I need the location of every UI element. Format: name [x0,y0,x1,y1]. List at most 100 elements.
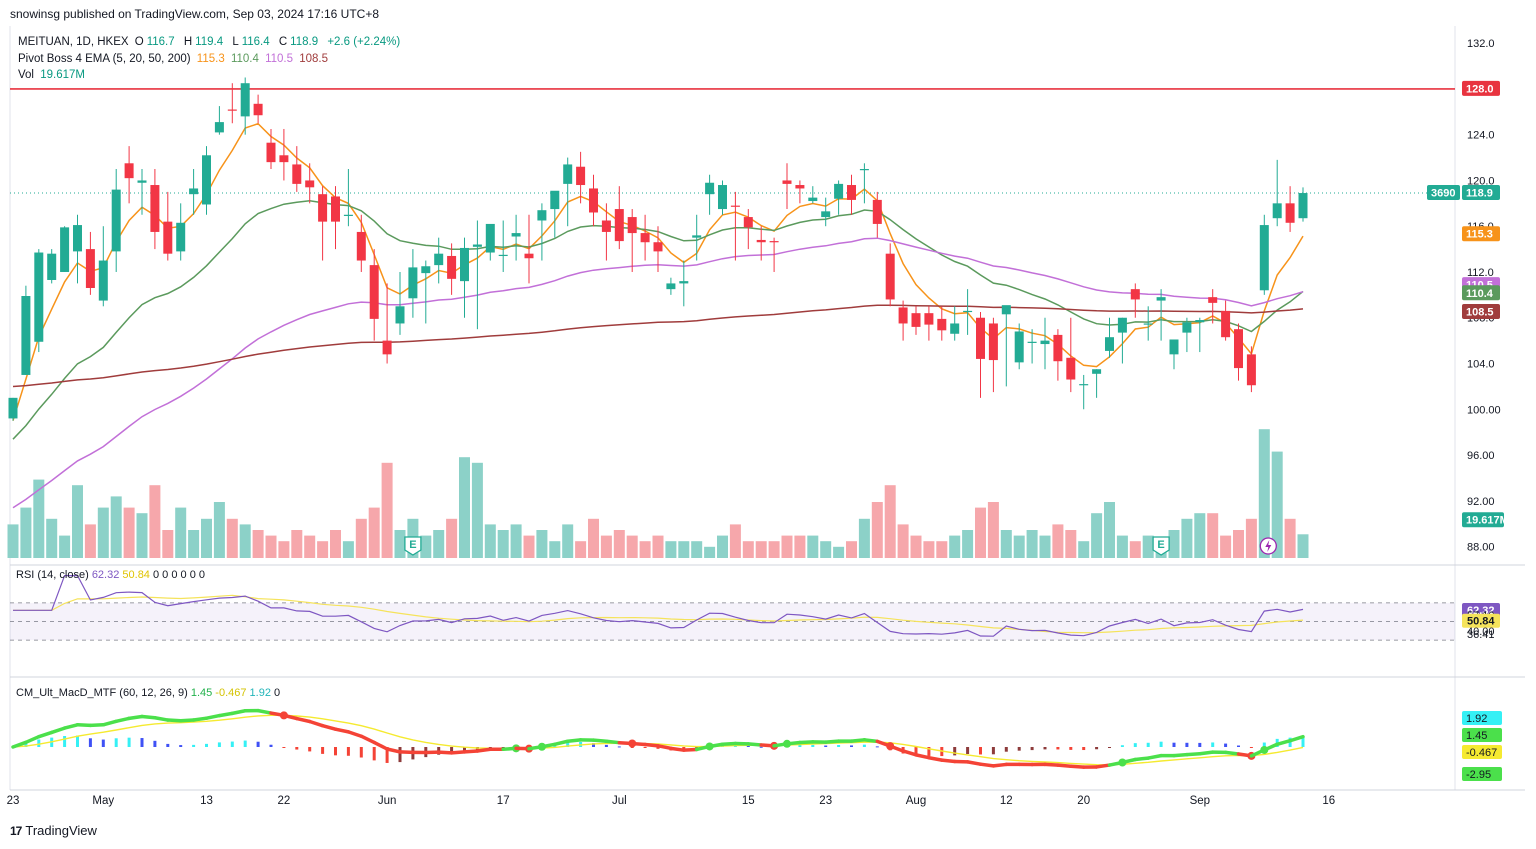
candle [163,191,173,261]
candle [769,237,779,272]
candle-body [8,397,18,419]
price-tick: 124.0 [1467,130,1495,142]
macd-line-segment [385,747,402,754]
macd-line-segment [1262,742,1279,752]
price-label-box [1462,226,1500,242]
macd-line-segment [707,742,725,749]
chart-legend: MEITUAN, 1D, HKEX O 116.7 H 119.4 L 116.4 C… [18,34,403,84]
macd-hist-bar [824,745,828,747]
time-label: 17 [497,795,510,807]
candle-body [202,155,211,205]
volume-bar [330,530,341,558]
macd-hist-bar [76,735,79,747]
macd-hist-bar [463,747,466,752]
macd-hist-bar [269,744,273,747]
time-label: 20 [1077,795,1090,807]
volume-bar [962,530,974,558]
macd-label-box [1462,745,1502,759]
volume-bar [1052,524,1064,558]
candle-body [976,317,985,359]
legend-vol-title[interactable]: Vol [18,69,34,81]
candle-body [214,122,224,133]
candle [434,237,444,284]
ema50-line [12,237,1304,509]
macd-hist-bar [592,743,595,747]
macd-line-segment [11,740,28,749]
candle [821,197,831,227]
volume-bar [536,530,548,558]
macd-hist-bar [153,740,157,747]
volume-bar [652,535,664,558]
price-tick: 120.0 [1467,175,1495,187]
candle-body [1298,193,1308,219]
price-tick: 96.00 [1467,450,1495,462]
candle-body [1001,305,1011,315]
flash-icon-bolt [1265,540,1272,552]
candle-body [421,266,431,274]
candle-body [343,214,353,216]
candle-body [524,253,534,259]
rsi-label: 36.41 [1467,629,1495,641]
macd-hist-bar [166,743,170,747]
candle [1298,187,1308,222]
volume-bar [1039,535,1051,558]
macd-line-segment [153,715,170,722]
candle [111,169,121,272]
candle [782,163,792,210]
macd-hist-bar [850,745,853,747]
macd-line-segment [901,749,918,757]
volume-bar [884,485,896,558]
volume-bar [1181,518,1193,558]
macd-hist-bar [1004,747,1008,752]
candle [137,169,147,215]
macd-hist-bar [914,747,918,756]
rsi-label-box [1462,613,1500,628]
macd-line-segment [1043,762,1060,767]
macd-hist-bar [630,747,634,748]
candle-body [266,142,276,163]
candle [1105,317,1114,358]
time-label: Jun [378,795,397,807]
candle-body [911,313,921,327]
candle [369,249,379,341]
candle-body [137,180,147,183]
candle-body [937,318,947,331]
candle [73,214,82,284]
legend-symbol-row: MEITUAN, 1D, HKEX O 116.7 H 119.4 L 116.4 C… [18,36,401,48]
macd-line-segment [217,711,235,718]
candle-body [305,180,315,188]
macd-hist-bar [798,744,802,747]
candle-body [369,265,379,319]
volume-bar [394,530,406,558]
legend-symbol[interactable]: MEITUAN, 1D, HKEX [18,36,129,48]
volume-bar [717,535,728,558]
candle-body [460,247,469,282]
macd-hist-bar [1108,747,1111,748]
candle-body [1208,297,1218,303]
macd-line-segment [88,723,106,728]
legend-ema-title[interactable]: Pivot Boss 4 EMA (5, 20, 50, 200) [18,52,191,65]
macd-line-segment [295,716,312,724]
candle [98,226,108,307]
macd-line-segment [798,740,815,745]
publisher-caption: snowinsg published on TradingView.com, S… [10,7,380,21]
candle-body [1143,323,1153,325]
candle [1079,374,1089,410]
macd-line-segment [37,730,54,739]
price-label: 108.5 [1466,307,1494,319]
volume-bar [368,507,380,558]
macd-line-segment [1056,763,1073,768]
candle-body [679,281,689,284]
candle [1066,317,1076,393]
candle-body [537,210,547,221]
macd-hist-bar [24,743,28,747]
earnings-marker-icon [404,536,422,556]
candle-body [782,180,792,184]
candle [550,190,560,238]
volume-bar [1000,530,1012,558]
volume-bar [342,541,354,558]
resistance-line [10,88,1455,194]
time-label: May [92,795,114,807]
volume-bar [1091,513,1103,558]
